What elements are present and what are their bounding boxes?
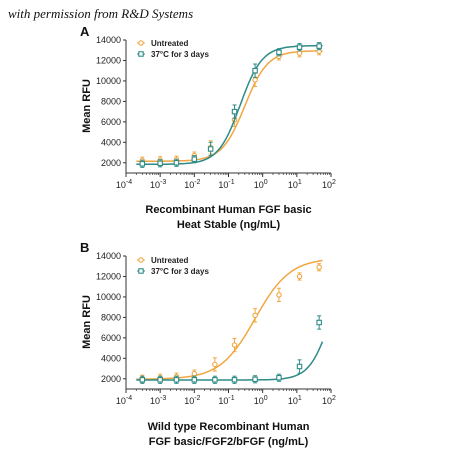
data-point-series-1	[316, 264, 322, 271]
y-axis-title: Mean RFU	[81, 79, 93, 133]
x-tick-label: 10-3	[150, 395, 166, 406]
x-tick-label: 100	[254, 179, 268, 190]
data-point-series-2	[252, 376, 258, 383]
legend-label: Untreated	[151, 256, 188, 265]
x-axis-title-line: Wild type Recombinant Human	[148, 421, 310, 433]
x-tick-label: 10-1	[218, 395, 234, 406]
chart-panel-b: B 2000 4000 6000 8000 10000 12000 14000 10-4 10-3…	[80, 240, 336, 448]
data-point-series-1	[296, 273, 303, 280]
y-tick-label: 10000	[96, 76, 121, 86]
y-tick-label: 12000	[96, 271, 121, 281]
data-point-series-2	[252, 67, 258, 74]
y-tick-label: 10000	[96, 292, 121, 302]
data-point-series-2	[139, 377, 146, 383]
data-point-series-1	[191, 370, 198, 377]
image-credit: with permission from R&D Systems	[8, 6, 194, 21]
data-point-series-2	[157, 377, 163, 383]
legend-marker	[138, 257, 144, 263]
y-tick-label: 14000	[96, 251, 121, 261]
y-tick-label: 8000	[101, 312, 121, 322]
y-tick-label: 6000	[101, 117, 121, 127]
data-point-series-2	[191, 156, 198, 162]
y-tick-label: 14000	[96, 35, 121, 45]
x-tick-label: 10-4	[116, 179, 132, 190]
data-point-series-2	[173, 160, 180, 166]
panel-label: B	[80, 240, 89, 255]
x-axis-title-line: Heat Stable (ng/mL)	[177, 219, 281, 231]
y-tick-label: 2000	[101, 374, 121, 384]
data-point-series-2	[139, 161, 146, 167]
fit-curve-series-2	[136, 44, 323, 166]
y-tick-label: 12000	[96, 55, 121, 65]
data-point-series-1	[231, 342, 238, 348]
x-tick-label: 10-2	[184, 179, 200, 190]
x-tick-label: 10-4	[116, 395, 132, 406]
x-tick-label: 102	[322, 179, 336, 190]
legend-marker	[138, 268, 144, 274]
data-point-series-2	[276, 374, 282, 381]
fit-curve-series-1	[136, 50, 323, 162]
data-point-series-2	[296, 363, 303, 370]
y-tick-label: 8000	[101, 96, 121, 106]
panel-label: A	[80, 24, 90, 39]
data-point-series-1	[276, 292, 282, 298]
data-point-series-2	[207, 146, 214, 152]
legend-label: Untreated	[151, 39, 188, 48]
x-axis-title-line: FGF basic/FGF2/bFGF (ng/mL)	[149, 436, 309, 448]
data-point-series-2	[173, 377, 180, 383]
data-point-series-2	[276, 49, 282, 56]
data-point-series-1	[252, 312, 258, 319]
data-point-series-1	[296, 50, 303, 57]
data-point-series-2	[157, 160, 163, 167]
y-tick-label: 2000	[101, 158, 121, 168]
fit-curve-series-1	[136, 259, 323, 380]
legend-label: 37°C for 3 days	[151, 50, 209, 59]
data-point-series-2	[191, 377, 198, 383]
y-tick-label: 4000	[101, 137, 121, 147]
data-point-series-2	[296, 44, 303, 50]
legend-marker	[138, 40, 144, 46]
x-tick-label: 101	[288, 395, 302, 406]
data-point-series-1	[212, 361, 218, 368]
x-tick-label: 101	[288, 179, 302, 190]
data-point-series-2	[231, 108, 238, 115]
legend-label: 37°C for 3 days	[151, 267, 209, 276]
data-point-series-2	[231, 377, 238, 383]
x-tick-label: 10-1	[218, 179, 234, 190]
x-tick-label: 10-2	[184, 395, 200, 406]
data-point-series-2	[316, 43, 322, 49]
y-axis-title: Mean RFU	[81, 295, 93, 349]
fit-curve-series-2	[136, 341, 324, 381]
x-tick-label: 102	[322, 395, 336, 406]
y-tick-label: 6000	[101, 333, 121, 343]
y-tick-label: 4000	[101, 353, 121, 363]
legend-marker	[138, 51, 144, 57]
x-tick-label: 100	[254, 395, 268, 406]
data-point-series-1	[252, 77, 258, 83]
x-axis-title-line: Recombinant Human FGF basic	[145, 204, 311, 216]
data-point-series-2	[212, 377, 218, 383]
data-point-series-2	[316, 319, 322, 326]
x-tick-label: 10-3	[150, 179, 166, 190]
chart-panel-a: A 2000 4000 6000 8000 10000 12000 14000 10-4 10-3…	[80, 24, 336, 231]
